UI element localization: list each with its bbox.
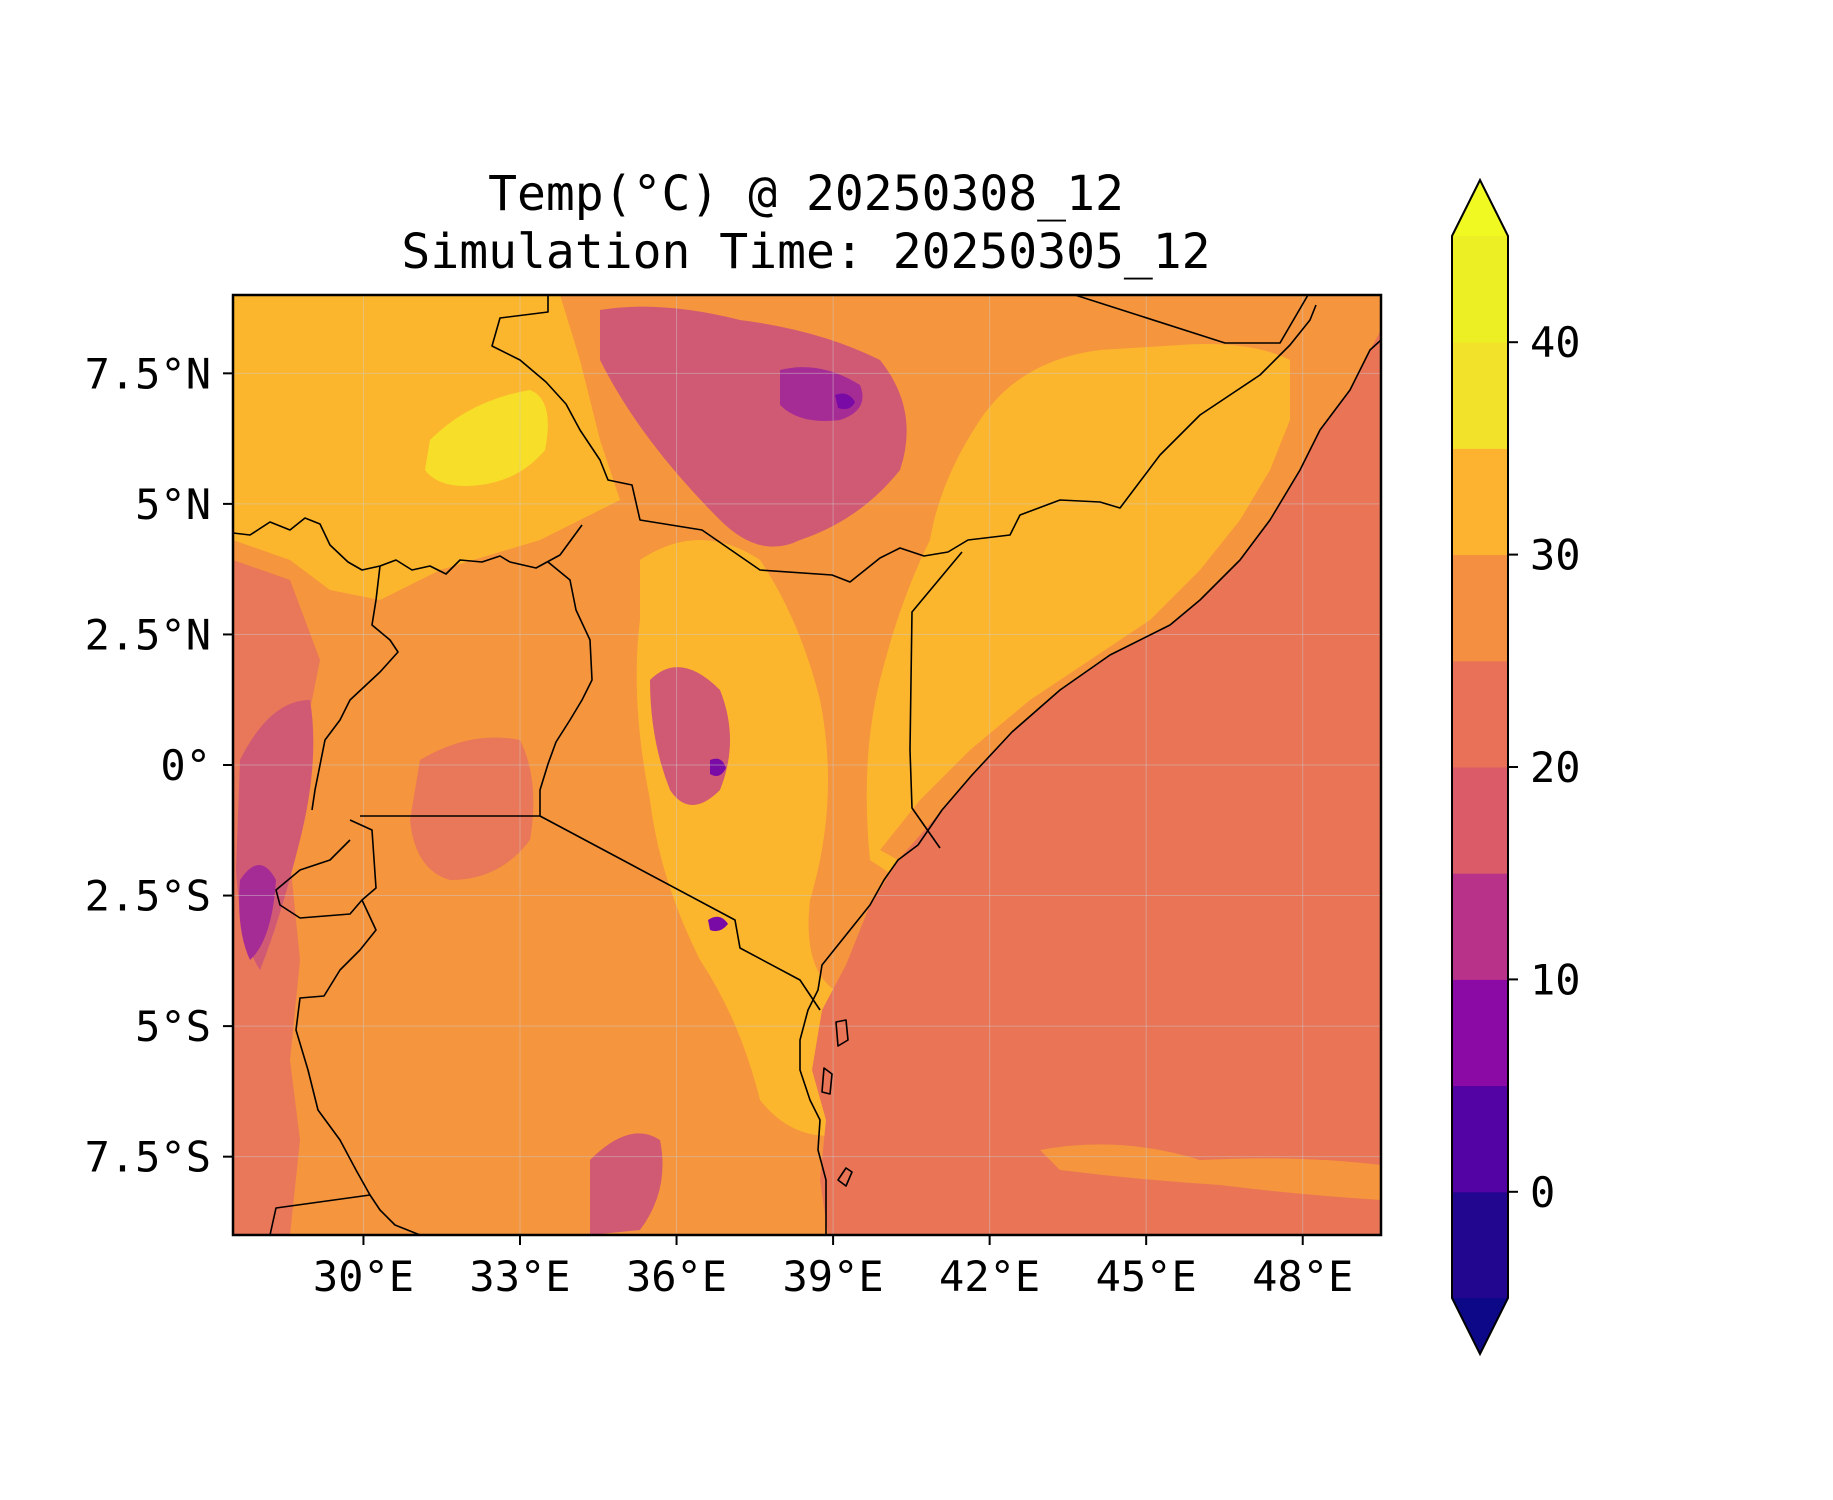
lat-tick-label: 7.5°S	[85, 1133, 211, 1182]
colorbar-extend-over	[1452, 180, 1508, 236]
region-coldest-mt-kenya	[710, 758, 726, 776]
island-mafia	[837, 1167, 853, 1187]
colorbar-segment	[1452, 873, 1508, 980]
region-hot-northwest	[233, 295, 620, 600]
colorbar-segment	[1452, 979, 1508, 1087]
region-ocean-swell	[1040, 1144, 1381, 1200]
border-ethiopia-eritrea	[1074, 295, 1309, 344]
colorbar-segment	[1452, 448, 1508, 556]
lon-tick-label: 39°E	[783, 1252, 884, 1301]
lon-tick-label: 42°E	[939, 1252, 1040, 1301]
lat-tick-label: 5°N	[135, 480, 211, 529]
region-coldest-ethiopia	[835, 393, 855, 410]
title-line-1: Temp(°C) @ 20250308_12	[488, 166, 1124, 222]
colorbar: 0 10 20 30 40	[1451, 177, 1581, 1357]
colorbar-tick-label: 30	[1530, 531, 1581, 580]
lat-tick-label: 2.5°N	[85, 610, 211, 659]
region-warm-lake-victoria	[410, 737, 534, 880]
region-cool-ethiopia	[600, 306, 907, 547]
island-zanzibar	[835, 1019, 849, 1047]
region-hottest-patch	[425, 390, 548, 486]
colorbar-tick-label: 0	[1530, 1168, 1555, 1217]
map-area	[233, 295, 1381, 1235]
region-cool-south-highlands	[590, 1133, 663, 1235]
region-cold-western-rift	[239, 865, 276, 960]
region-hot-northeast	[866, 344, 1290, 880]
lon-tick-label: 33°E	[469, 1252, 570, 1301]
colorbar-tick-label: 40	[1530, 318, 1581, 367]
colorbar-segment	[1452, 236, 1508, 343]
lat-tick-label: 0°	[160, 741, 211, 790]
region-coldest-kilimanjaro	[708, 916, 728, 932]
border-sudan-uganda	[233, 517, 583, 575]
lon-tick-label: 30°E	[313, 1252, 414, 1301]
lon-tick-label: 48°E	[1252, 1252, 1353, 1301]
colorbar-segment	[1452, 660, 1508, 768]
colorbar-segment	[1452, 342, 1508, 449]
lat-tick-label: 7.5°N	[85, 349, 211, 398]
gridlines	[233, 295, 1381, 1235]
colorbar-segment	[1452, 1085, 1508, 1193]
border-south-sudan-ethiopia	[491, 295, 1317, 583]
longitude-axis: 30°E 33°E 36°E 39°E 42°E 45°E 48°E	[313, 1235, 1353, 1301]
lon-tick-label: 36°E	[626, 1252, 727, 1301]
border-uganda-drc	[311, 565, 399, 811]
colorbar-tick-label: 20	[1530, 743, 1581, 792]
region-ocean	[812, 330, 1381, 1235]
colorbar-segment	[1452, 1191, 1508, 1299]
border-kenya-somalia	[909, 551, 963, 849]
colorbar-segment	[1452, 767, 1508, 874]
lon-tick-label: 45°E	[1096, 1252, 1197, 1301]
lat-tick-label: 5°S	[135, 1002, 211, 1051]
colorbar-outline	[1451, 177, 1509, 1357]
lat-tick-label: 2.5°S	[85, 872, 211, 921]
coastline-east	[799, 339, 1381, 1235]
colorbar-segment	[1452, 554, 1508, 662]
region-coastal-warm-band	[880, 345, 1370, 860]
colorbar-extend-under	[1452, 1298, 1508, 1354]
border-uganda-kenya	[539, 561, 593, 816]
border-kenya-tanzania	[539, 815, 821, 1011]
colorbar-tick-label: 10	[1530, 955, 1581, 1004]
latitude-axis: 7.5°N 5°N 2.5°N 0° 2.5°S 5°S 7.5°S	[85, 349, 233, 1182]
border-rwanda-burundi	[275, 819, 377, 919]
border-zambia	[269, 1194, 371, 1235]
country-borders	[233, 295, 1381, 1235]
border-tanzania-west	[295, 899, 421, 1235]
island-pemba	[821, 1067, 833, 1095]
title-line-2: Simulation Time: 20250305_12	[401, 224, 1210, 280]
